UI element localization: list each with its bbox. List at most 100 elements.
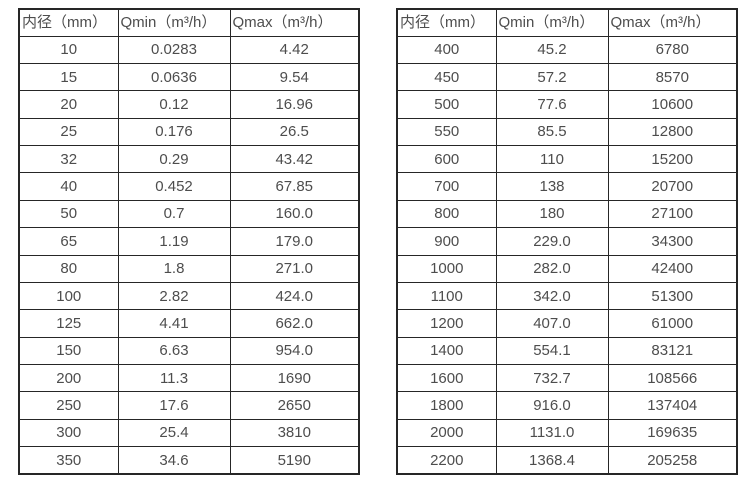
table-cell: 2.82 <box>117 281 231 311</box>
table-row: 550 85.5 12800 <box>396 117 738 147</box>
table-row: 2000 1131.0 169635 <box>396 418 738 448</box>
table-cell: 700 <box>396 172 497 201</box>
table-cell: 77.6 <box>495 90 609 119</box>
table-cell: 57.2 <box>495 62 609 92</box>
table-cell: 1.19 <box>117 227 231 256</box>
table-cell: 137404 <box>607 391 738 420</box>
table-cell: 12800 <box>607 117 738 147</box>
table-cell: 180 <box>495 199 609 229</box>
table-cell: 600 <box>396 144 497 174</box>
table-cell: 282.0 <box>495 254 609 283</box>
table-row: 150 6.63 954.0 <box>18 336 360 366</box>
table-row: 80 1.8 271.0 <box>18 254 360 283</box>
table-cell: 2200 <box>396 446 497 475</box>
table-cell: 2000 <box>396 418 497 448</box>
table-cell: 51300 <box>607 281 738 311</box>
table-cell: 61000 <box>607 309 738 338</box>
table-cell: 450 <box>396 62 497 92</box>
table-cell: 300 <box>18 418 119 448</box>
table-cell: 350 <box>18 446 119 475</box>
table-row: 1600 732.7 108566 <box>396 363 738 393</box>
table-cell: 45.2 <box>495 35 609 64</box>
table-cell: 732.7 <box>495 363 609 393</box>
table-cell: 25.4 <box>117 418 231 448</box>
table-cell: 27100 <box>607 199 738 229</box>
table-cell: 1368.4 <box>495 446 609 475</box>
table-row: 1100 342.0 51300 <box>396 281 738 311</box>
table-row: 250 17.6 2650 <box>18 391 360 420</box>
table-row: 500 77.6 10600 <box>396 90 738 119</box>
table-cell: 0.0636 <box>117 62 231 92</box>
table-row: 1200 407.0 61000 <box>396 309 738 338</box>
table-row: 1400 554.1 83121 <box>396 336 738 366</box>
column-header: Qmin（m³/h） <box>495 8 609 37</box>
table-cell: 26.5 <box>229 117 360 147</box>
table-cell: 160.0 <box>229 199 360 229</box>
table-cell: 800 <box>396 199 497 229</box>
table-row: 300 25.4 3810 <box>18 418 360 448</box>
table-row: 800 180 27100 <box>396 199 738 229</box>
table-cell: 83121 <box>607 336 738 366</box>
table-cell: 1100 <box>396 281 497 311</box>
flow-spec-table-large-diameters: 内径（mm） Qmin（m³/h） Qmax（m³/h） 400 45.2 6780 45… <box>396 8 738 475</box>
table-cell: 550 <box>396 117 497 147</box>
table-cell: 6780 <box>607 35 738 64</box>
table-cell: 229.0 <box>495 227 609 256</box>
table-cell: 125 <box>18 309 119 338</box>
table-cell: 80 <box>18 254 119 283</box>
table-row: 400 45.2 6780 <box>396 35 738 64</box>
table-cell: 150 <box>18 336 119 366</box>
table-cell: 16.96 <box>229 90 360 119</box>
table-cell: 15 <box>18 62 119 92</box>
table-row: 900 229.0 34300 <box>396 227 738 256</box>
table-cell: 4.41 <box>117 309 231 338</box>
table-cell: 900 <box>396 227 497 256</box>
column-header: Qmax（m³/h） <box>229 8 360 37</box>
table-cell: 424.0 <box>229 281 360 311</box>
table-row: 200 11.3 1690 <box>18 363 360 393</box>
table-row: 15 0.0636 9.54 <box>18 62 360 92</box>
table-row: 32 0.29 43.42 <box>18 144 360 174</box>
table-row: 350 34.6 5190 <box>18 446 360 475</box>
table-cell: 17.6 <box>117 391 231 420</box>
table-cell: 1600 <box>396 363 497 393</box>
table-cell: 169635 <box>607 418 738 448</box>
table-cell: 3810 <box>229 418 360 448</box>
table-cell: 32 <box>18 144 119 174</box>
table-cell: 1131.0 <box>495 418 609 448</box>
table-cell: 0.7 <box>117 199 231 229</box>
table-cell: 20 <box>18 90 119 119</box>
table-cell: 271.0 <box>229 254 360 283</box>
column-header: 内径（mm） <box>396 8 497 37</box>
table-cell: 1800 <box>396 391 497 420</box>
table-row: 700 138 20700 <box>396 172 738 201</box>
table-row: 40 0.452 67.85 <box>18 172 360 201</box>
table-cell: 0.176 <box>117 117 231 147</box>
table-row: 100 2.82 424.0 <box>18 281 360 311</box>
table-cell: 100 <box>18 281 119 311</box>
table-cell: 20700 <box>607 172 738 201</box>
table-row: 125 4.41 662.0 <box>18 309 360 338</box>
table-cell: 65 <box>18 227 119 256</box>
table-cell: 250 <box>18 391 119 420</box>
table-cell: 43.42 <box>229 144 360 174</box>
table-row: 450 57.2 8570 <box>396 62 738 92</box>
table-cell: 1.8 <box>117 254 231 283</box>
table-row: 1000 282.0 42400 <box>396 254 738 283</box>
table-cell: 10600 <box>607 90 738 119</box>
table-cell: 6.63 <box>117 336 231 366</box>
table-cell: 2650 <box>229 391 360 420</box>
table-cell: 11.3 <box>117 363 231 393</box>
table-cell: 205258 <box>607 446 738 475</box>
table-cell: 916.0 <box>495 391 609 420</box>
table-cell: 200 <box>18 363 119 393</box>
table-row: 1800 916.0 137404 <box>396 391 738 420</box>
table-cell: 342.0 <box>495 281 609 311</box>
flow-spec-table-small-diameters: 内径（mm） Qmin（m³/h） Qmax（m³/h） 10 0.0283 4.42 1… <box>18 8 360 475</box>
table-row: 20 0.12 16.96 <box>18 90 360 119</box>
table-cell: 9.54 <box>229 62 360 92</box>
table-cell: 42400 <box>607 254 738 283</box>
table-cell: 407.0 <box>495 309 609 338</box>
table-cell: 25 <box>18 117 119 147</box>
table-cell: 8570 <box>607 62 738 92</box>
